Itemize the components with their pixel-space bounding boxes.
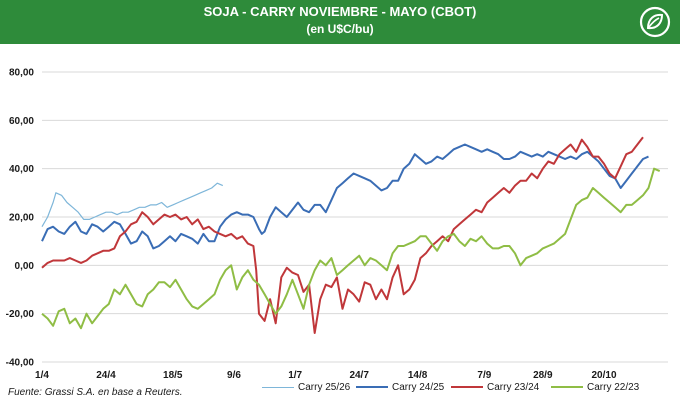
y-tick-label: -20,00 [6, 309, 35, 320]
y-tick-label: 0,00 [15, 261, 35, 272]
grid-lines [42, 71, 668, 363]
y-tick-label: -40,00 [6, 358, 35, 369]
legend-label: Carry 25/26 [298, 381, 351, 393]
y-tick-label: 40,00 [9, 164, 34, 175]
legend-swatch [551, 386, 583, 388]
x-tick-label: 28/9 [533, 370, 553, 380]
y-tick-label: 60,00 [9, 116, 34, 127]
x-tick-label: 1/4 [35, 370, 49, 380]
x-tick-label: 24/7 [349, 370, 369, 380]
x-tick-label: 1/7 [288, 370, 302, 380]
legend-label: Carry 24/25 [392, 381, 445, 393]
series-line-carry-25-26 [41, 182, 224, 227]
x-tick-label: 9/6 [227, 370, 241, 380]
y-axis-ticks: -40,00 -20,00 0,00 20,00 40,00 60,00 80,00 [6, 68, 35, 369]
grassi-leaf-logo-icon [639, 6, 671, 38]
line-chart: -40,00 -20,00 0,00 20,00 40,00 60,00 80,00 1/4… [6, 68, 668, 380]
chart-title: SOJA - CARRY NOVIEMBRE - MAYO (CBOT) [203, 4, 477, 19]
legend-swatch [262, 386, 294, 388]
series-line-carry-23-24 [41, 136, 644, 334]
series-line-carry-24-25 [41, 143, 649, 250]
x-axis-ticks: 1/4 24/4 18/5 9/6 1/7 24/7 14/8 7/9 28/9 20/10 [35, 370, 617, 380]
x-tick-label: 18/5 [163, 370, 183, 380]
legend-item: Carry 25/26 [262, 381, 350, 393]
legend-item: Carry 22/23 [551, 381, 639, 393]
source-note: Fuente: Grassi S.A. en base a Reuters. [8, 387, 183, 398]
x-tick-label: 24/4 [96, 370, 116, 380]
header-banner [0, 0, 680, 44]
series-lines [41, 136, 661, 334]
legend-swatch [356, 386, 388, 388]
legend-label: Carry 22/23 [587, 381, 640, 393]
legend-item: Carry 24/25 [356, 381, 444, 393]
legend-item: Carry 23/24 [451, 381, 539, 393]
x-tick-label: 7/9 [477, 370, 491, 380]
legend-label: Carry 23/24 [487, 381, 540, 393]
x-tick-label: 20/10 [591, 370, 616, 380]
chart-subtitle: (en U$C/bu) [306, 22, 374, 36]
y-tick-label: 80,00 [9, 68, 34, 79]
x-tick-label: 14/8 [408, 370, 428, 380]
series-line-carry-22-23 [41, 167, 661, 330]
legend-swatch [451, 386, 483, 388]
y-tick-label: 20,00 [9, 213, 34, 224]
